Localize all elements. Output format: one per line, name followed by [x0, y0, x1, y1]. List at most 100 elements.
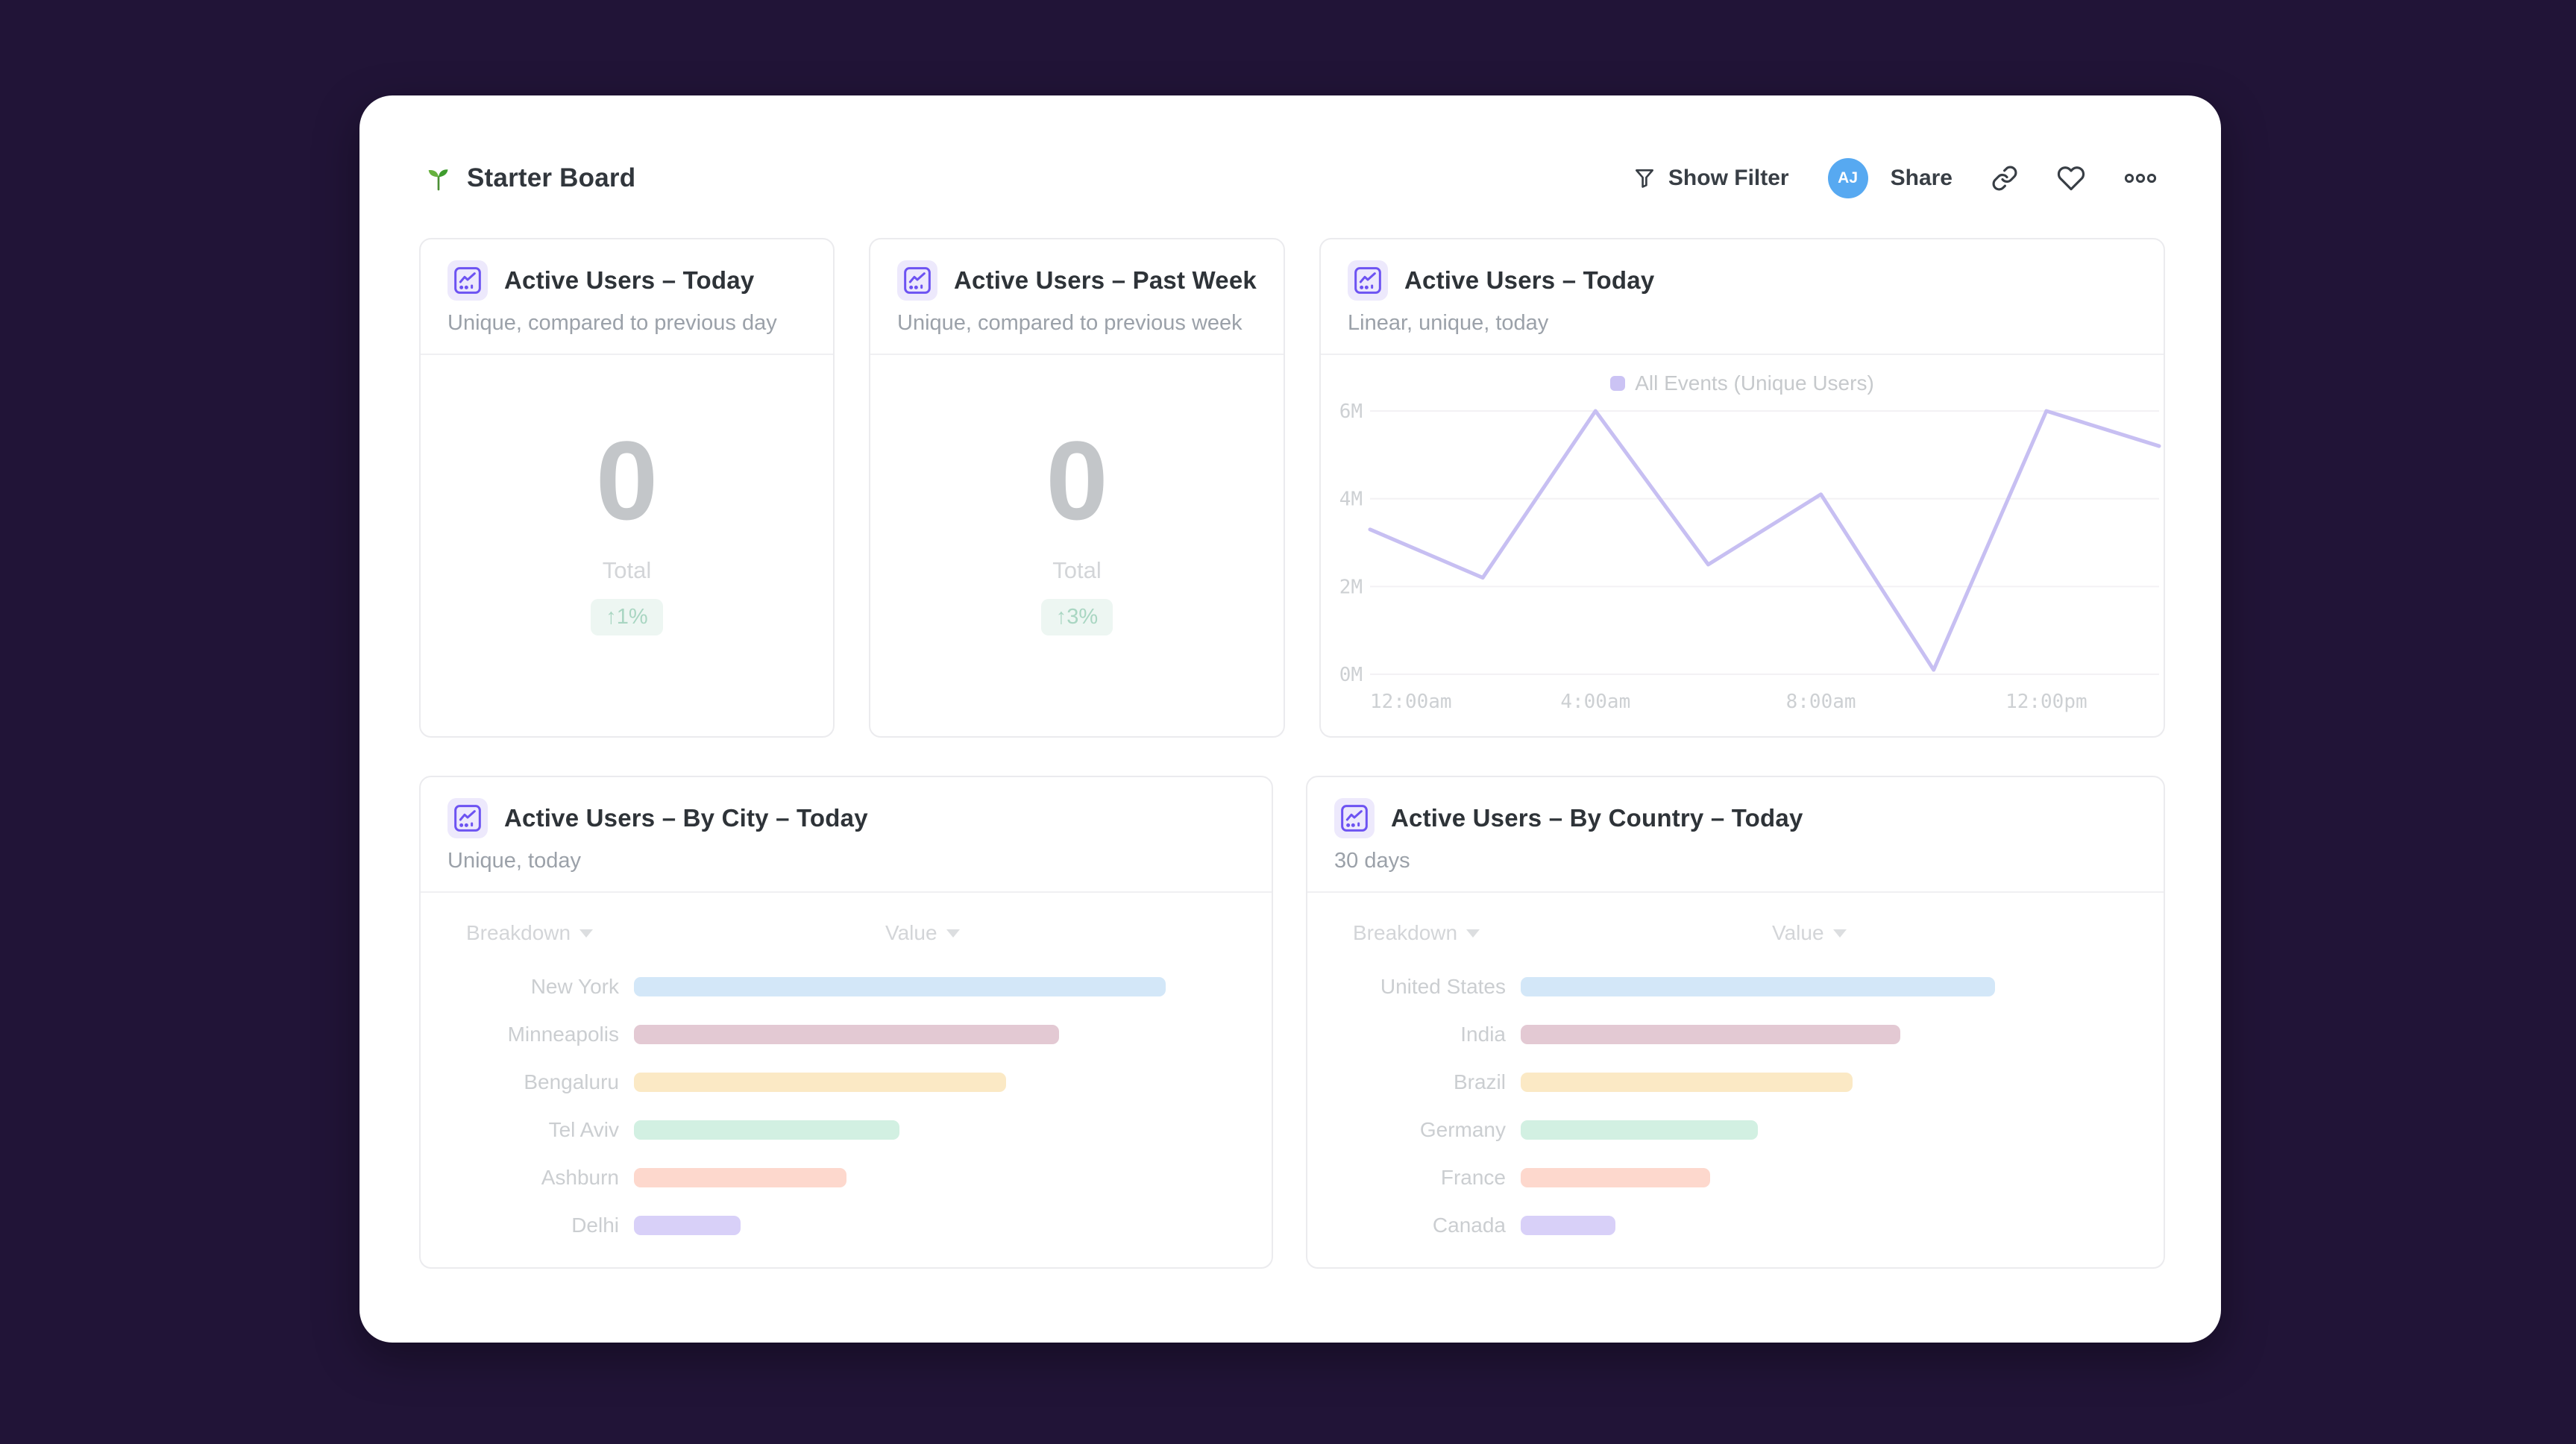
- table-row[interactable]: United States: [1334, 963, 2137, 1011]
- breakdown-column-label: Breakdown: [1353, 921, 1458, 944]
- value-column-label: Value: [1772, 921, 1824, 944]
- value-bar: [634, 977, 1166, 996]
- breakdown-column-dropdown[interactable]: Breakdown: [1334, 921, 1521, 945]
- card-active-users-by-country: Active Users – By Country – Today 30 day…: [1306, 776, 2165, 1269]
- svg-text:12:00pm: 12:00pm: [2005, 691, 2087, 713]
- line-chart-svg: 0M 2M 4M 6M 12:00am 4:00am 8:00am 12:00pm: [1339, 401, 2161, 713]
- breakdown-table: Breakdown Value United States India Brazil…: [1307, 921, 2164, 1249]
- caret-down-icon: [946, 929, 960, 938]
- value-bar: [634, 1073, 1006, 1092]
- card-subtitle: Unique, compared to previous day: [447, 311, 777, 335]
- value-bar-track: [1521, 1216, 2137, 1235]
- show-filter-label: Show Filter: [1668, 166, 1789, 190]
- value-bar: [1521, 1073, 1853, 1092]
- breakdown-row-label: New York: [530, 975, 619, 998]
- chart-icon: [897, 260, 937, 301]
- more-icon: [2124, 167, 2157, 189]
- kpi-label: Total: [1052, 556, 1102, 583]
- card-active-users-by-city: Active Users – By City – Today Unique, t…: [419, 776, 1273, 1269]
- value-bar-track: [1521, 1025, 2137, 1044]
- table-row[interactable]: India: [1334, 1011, 2137, 1058]
- table-row[interactable]: New York: [447, 963, 1245, 1011]
- value-bar-track: [634, 1168, 1245, 1187]
- table-row[interactable]: Bengaluru: [447, 1058, 1245, 1106]
- card-subtitle: Unique, today: [447, 849, 581, 873]
- legend-swatch-icon: [1610, 376, 1626, 391]
- value-bar-track: [634, 1073, 1245, 1092]
- value-bar: [634, 1120, 900, 1140]
- show-filter-button[interactable]: Show Filter: [1633, 166, 1789, 191]
- breakdown-row-label: India: [1460, 1023, 1506, 1046]
- chart-icon: [1334, 798, 1375, 838]
- table-row[interactable]: France: [1334, 1154, 2137, 1202]
- legend-item[interactable]: All Events (Unique Users): [1321, 355, 2164, 395]
- svg-text:4:00am: 4:00am: [1560, 691, 1630, 713]
- card-subtitle: 30 days: [1334, 849, 1410, 873]
- table-row[interactable]: Ashburn: [447, 1154, 1245, 1202]
- favorite-button[interactable]: [2057, 164, 2085, 192]
- copy-link-button[interactable]: [1991, 165, 2018, 192]
- value-column-dropdown[interactable]: Value: [634, 921, 1245, 945]
- card-title: Active Users – Past Week: [954, 266, 1257, 294]
- breakdown-table-header: Breakdown Value: [1334, 921, 2137, 945]
- legend-label: All Events (Unique Users): [1635, 371, 1874, 395]
- table-row[interactable]: Minneapolis: [447, 1011, 1245, 1058]
- table-row[interactable]: Brazil: [1334, 1058, 2137, 1106]
- breakdown-row-label: United States: [1380, 975, 1506, 998]
- breakdown-row-label: Bengaluru: [524, 1070, 619, 1093]
- card-title: Active Users – Today: [1404, 266, 1655, 294]
- card-active-users-line-chart: Active Users – Today Linear, unique, tod…: [1319, 238, 2165, 738]
- change-badge: ↑3%: [1040, 598, 1113, 635]
- svg-text:0M: 0M: [1339, 664, 1363, 686]
- card-subtitle: Linear, unique, today: [1348, 311, 1549, 335]
- value-bar: [634, 1216, 741, 1235]
- filter-icon: [1633, 166, 1656, 190]
- breakdown-row-label: Tel Aviv: [548, 1118, 619, 1141]
- chart-icon: [1348, 260, 1388, 301]
- by-country-rows: United States India Brazil Germany France Can…: [1334, 963, 2137, 1249]
- table-row[interactable]: Delhi: [447, 1202, 1245, 1249]
- card-title: Active Users – By Country – Today: [1391, 804, 1803, 832]
- value-bar: [1521, 977, 1996, 996]
- value-column-dropdown[interactable]: Value: [1521, 921, 2137, 945]
- chart-icon: [447, 260, 488, 301]
- svg-text:8:00am: 8:00am: [1786, 691, 1856, 713]
- breakdown-row-label: Ashburn: [541, 1166, 619, 1189]
- value-bar-track: [1521, 977, 2137, 996]
- table-row[interactable]: Tel Aviv: [447, 1106, 1245, 1154]
- chart-icon: [447, 798, 488, 838]
- table-row[interactable]: Canada: [1334, 1202, 2137, 1249]
- breakdown-row-label: Minneapolis: [507, 1023, 619, 1046]
- svg-text:4M: 4M: [1339, 489, 1363, 511]
- value-bar-track: [1521, 1073, 2137, 1092]
- breakdown-column-label: Breakdown: [466, 921, 571, 944]
- share-button[interactable]: Share: [1890, 166, 1953, 190]
- more-options-button[interactable]: [2124, 167, 2157, 189]
- card-title: Active Users – By City – Today: [504, 804, 868, 832]
- breakdown-row-label: Brazil: [1453, 1070, 1506, 1093]
- breakdown-column-dropdown[interactable]: Breakdown: [447, 921, 634, 945]
- page-title: Starter Board: [467, 163, 636, 192]
- caret-down-icon: [579, 929, 594, 938]
- value-column-label: Value: [885, 921, 937, 944]
- value-bar-track: [634, 1216, 1245, 1235]
- value-bar-track: [634, 1120, 1245, 1140]
- table-row[interactable]: Germany: [1334, 1106, 2137, 1154]
- svg-text:6M: 6M: [1339, 401, 1363, 423]
- breakdown-row-label: Canada: [1432, 1214, 1506, 1237]
- value-bar: [1521, 1168, 1711, 1187]
- card-active-users-past-week: Active Users – Past Week Unique, compare…: [869, 238, 1285, 738]
- caret-down-icon: [1832, 929, 1847, 938]
- dashboard-panel: Starter Board Show Filter AJ Share: [359, 95, 2221, 1343]
- breakdown-table-header: Breakdown Value: [447, 921, 1245, 945]
- avatar[interactable]: AJ: [1827, 158, 1868, 198]
- breakdown-table: Breakdown Value New York Minneapolis Benga…: [421, 921, 1272, 1249]
- kpi-body: 0 Total ↑3%: [870, 355, 1284, 737]
- value-bar: [1521, 1120, 1758, 1140]
- link-icon: [1991, 165, 2018, 192]
- change-badge: ↑1%: [591, 598, 663, 635]
- value-bar: [1521, 1025, 1900, 1044]
- line-chart-body: All Events (Unique Users) 0M 2M 4M 6M 12:00a…: [1321, 355, 2164, 737]
- value-bar-track: [634, 977, 1245, 996]
